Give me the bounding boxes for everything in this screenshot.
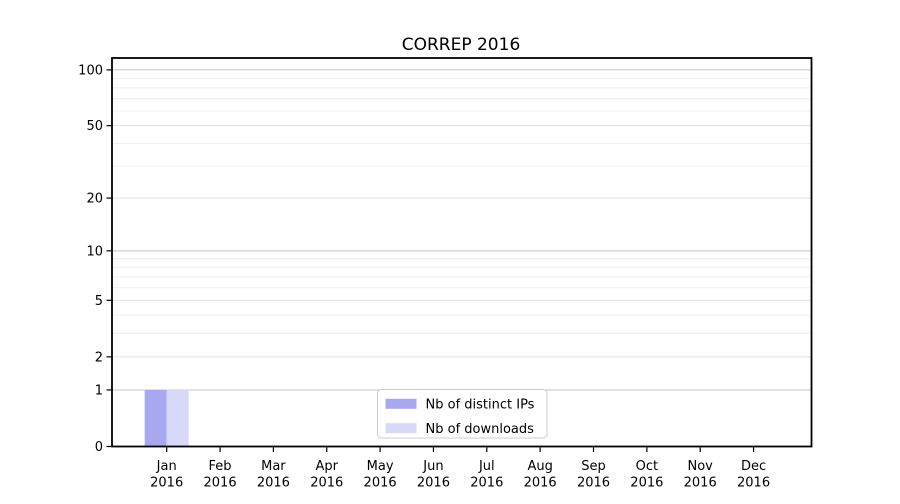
x-tick-label: Apr bbox=[316, 459, 339, 474]
x-tick-label: Jun bbox=[422, 459, 443, 474]
legend-box bbox=[377, 389, 548, 439]
x-tick-label: Aug bbox=[527, 459, 552, 474]
bar-distinct-ips bbox=[144, 389, 167, 447]
x-tick-label: Sep bbox=[581, 459, 606, 474]
x-tick-year-label: 2016 bbox=[630, 476, 663, 491]
x-tick-label: Oct bbox=[636, 459, 658, 474]
x-tick-year-label: 2016 bbox=[524, 476, 557, 491]
gridlines bbox=[112, 69, 812, 391]
x-tick-label: Dec bbox=[741, 459, 766, 474]
bar-downloads bbox=[166, 389, 189, 447]
legend: Nb of distinct IPs Nb of downloads bbox=[377, 389, 548, 439]
y-tick-label: 50 bbox=[86, 119, 103, 134]
y-tick-label: 0 bbox=[95, 440, 103, 455]
x-tick-year-label: 2016 bbox=[577, 476, 610, 491]
y-tick-label: 5 bbox=[95, 294, 103, 309]
y-tick-label: 20 bbox=[86, 192, 103, 207]
y-tick-label: 2 bbox=[95, 350, 103, 365]
y-tick-label: 100 bbox=[78, 63, 103, 78]
x-tick-year-label: 2016 bbox=[310, 476, 343, 491]
x-tick-year-label: 2016 bbox=[364, 476, 397, 491]
x-tick-label: Mar bbox=[261, 459, 286, 474]
y-tick-label: 1 bbox=[95, 383, 103, 398]
legend-swatch bbox=[385, 398, 417, 409]
x-tick-year-label: 2016 bbox=[470, 476, 503, 491]
y-tick-label: 10 bbox=[86, 244, 103, 259]
x-tick-label: Feb bbox=[209, 459, 232, 474]
bars bbox=[144, 389, 189, 447]
x-tick-label: Nov bbox=[688, 459, 714, 474]
x-tick-year-label: 2016 bbox=[737, 476, 770, 491]
x-tick-year-label: 2016 bbox=[150, 476, 183, 491]
x-tick-year-label: 2016 bbox=[684, 476, 717, 491]
x-tick-label: Jul bbox=[478, 459, 495, 474]
legend-label: Nb of distinct IPs bbox=[426, 398, 535, 413]
x-tick-year-label: 2016 bbox=[204, 476, 237, 491]
x-tick-label: Jan bbox=[156, 459, 177, 474]
x-tick-year-label: 2016 bbox=[257, 476, 290, 491]
x-tick-label: May bbox=[367, 459, 394, 474]
chart-title: CORREP 2016 bbox=[402, 35, 521, 55]
x-tick-year-label: 2016 bbox=[417, 476, 450, 491]
axes: 0 1 2 5 10 20 50 100 Jan 2016 Feb 2016 Mar 2016 Apr 201… bbox=[78, 57, 813, 491]
legend-label: Nb of downloads bbox=[426, 422, 535, 437]
legend-swatch bbox=[385, 423, 417, 434]
plot-border bbox=[111, 57, 813, 448]
